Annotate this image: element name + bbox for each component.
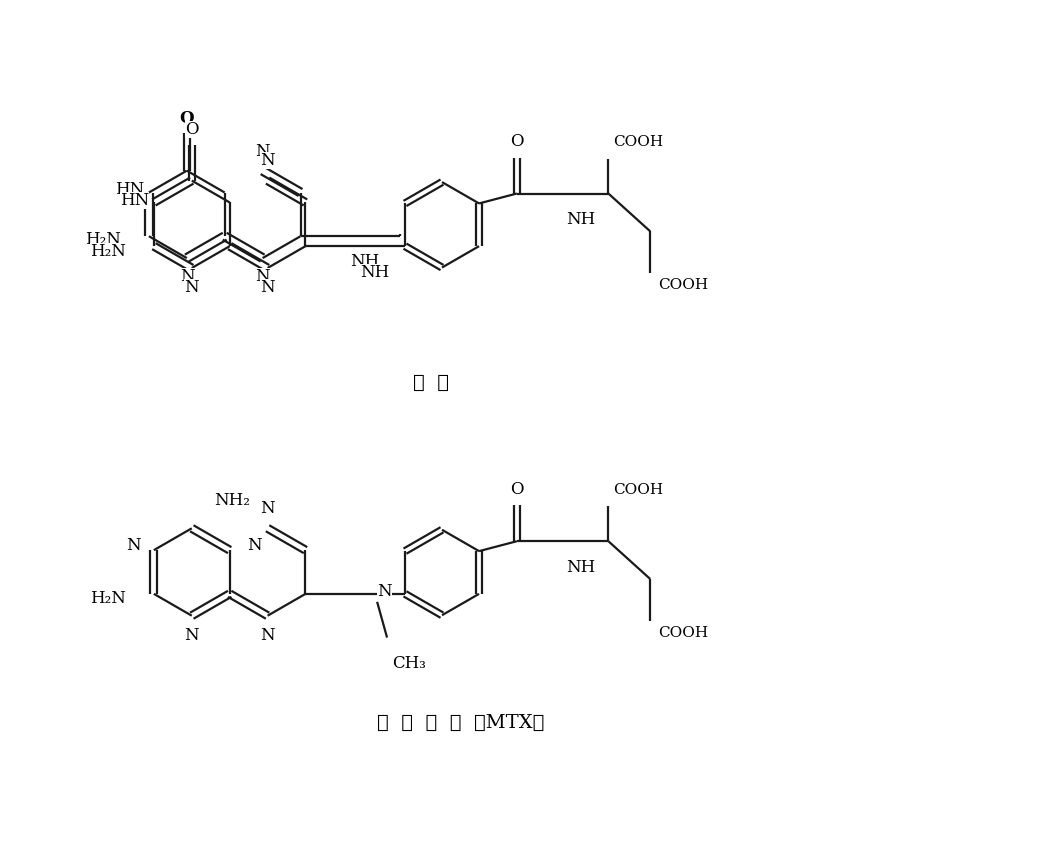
Text: N: N [261,153,275,169]
Text: H₂N: H₂N [90,243,126,260]
Text: COOH: COOH [658,278,708,292]
Text: O: O [510,481,523,498]
Text: O: O [510,133,523,150]
Text: 甲  氨  蝶  呤  （MTX）: 甲 氨 蝶 呤 （MTX） [377,714,544,732]
Text: N: N [261,500,275,517]
Text: N: N [248,537,263,554]
Text: NH₂: NH₂ [214,492,250,509]
Text: N: N [261,627,275,644]
Text: CH₃: CH₃ [392,656,426,673]
Text: HN: HN [114,181,144,198]
Text: N: N [255,268,270,286]
Text: O: O [185,121,198,138]
Text: N: N [255,143,270,160]
Text: COOH: COOH [613,135,664,149]
Text: O: O [179,110,194,126]
Text: 叶  酸: 叶 酸 [413,374,449,392]
Text: HN: HN [120,192,149,209]
Text: N: N [184,627,199,644]
Text: NH: NH [360,264,390,281]
Text: N: N [180,268,195,286]
Text: COOH: COOH [613,482,664,497]
Text: N: N [126,537,141,554]
Text: H₂N: H₂N [90,590,126,607]
Text: NH: NH [567,212,596,228]
Text: N: N [184,279,199,297]
Text: COOH: COOH [658,626,708,640]
Text: NH: NH [351,253,380,270]
Text: N: N [261,279,275,297]
Text: N: N [377,583,392,600]
Text: H₂N: H₂N [85,231,121,248]
Text: NH: NH [567,559,596,576]
